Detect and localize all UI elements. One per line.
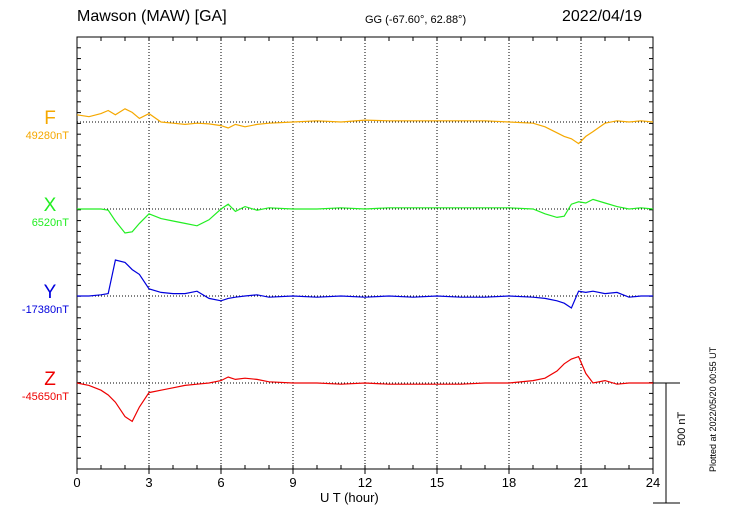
- baseline-value-y: -17380nT: [21, 304, 69, 316]
- x-tick-label: 12: [358, 475, 372, 490]
- scale-bar-label: 500 nT: [676, 411, 688, 446]
- component-label-f: F: [44, 108, 56, 129]
- component-label-z: Z: [44, 369, 56, 390]
- series-line-z: [76, 355, 653, 423]
- x-tick-label: 3: [145, 475, 152, 490]
- x-tick-label: 24: [646, 475, 660, 490]
- x-tick-label: 9: [289, 475, 296, 490]
- x-tick-label: 15: [430, 475, 444, 490]
- component-label-y: Y: [43, 282, 57, 303]
- date-label: 2022/04/19: [562, 8, 643, 25]
- baseline-value-f: 49280nT: [25, 130, 69, 142]
- series-line-y: [77, 259, 653, 309]
- baseline-value-x: 6520nT: [31, 217, 69, 229]
- x-axis-label: U T (hour): [320, 490, 379, 505]
- plotted-timestamp: Plotted at 2022/05/20 00:55 UT: [708, 346, 718, 472]
- series-line-f: [76, 108, 654, 145]
- x-tick-label: 21: [574, 475, 588, 490]
- station-title: Mawson (MAW) [GA]: [77, 8, 227, 25]
- baseline-value-z: -45650nT: [21, 391, 69, 403]
- x-tick-label: 0: [73, 475, 80, 490]
- component-label-x: X: [43, 195, 57, 216]
- x-tick-label: 18: [502, 475, 516, 490]
- geographic-coordinates: GG (-67.60°, 62.88°): [365, 14, 467, 26]
- x-tick-label: 6: [217, 475, 224, 490]
- series-line-x: [77, 198, 654, 234]
